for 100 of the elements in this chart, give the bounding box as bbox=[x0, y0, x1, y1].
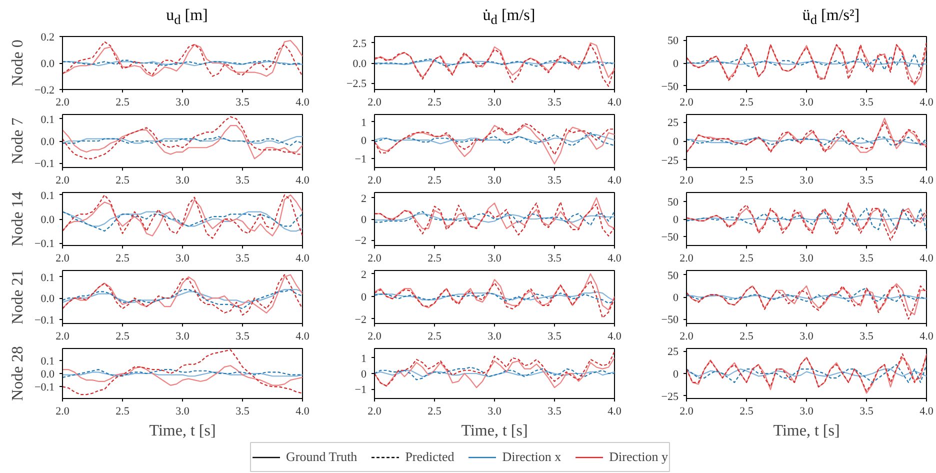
y-tick-label: −1 bbox=[354, 384, 367, 396]
x-tick-label: 3.5 bbox=[236, 406, 250, 418]
x-tick-label: 4.0 bbox=[920, 406, 934, 418]
x-tick-label: 3.0 bbox=[488, 174, 502, 186]
x-tick-label: 3.5 bbox=[860, 96, 874, 108]
x-tick-label: 4.0 bbox=[920, 330, 934, 342]
y-tick-label: 0 bbox=[673, 368, 679, 380]
x-tick-label: 2.0 bbox=[680, 406, 694, 418]
y-tick-label: 50 bbox=[668, 270, 679, 282]
x-tick-label: 3.5 bbox=[236, 174, 250, 186]
y-tick-label: 0 bbox=[361, 291, 367, 304]
legend-label: Direction y bbox=[609, 449, 668, 465]
x-tick-label: 2.5 bbox=[740, 330, 754, 342]
x-tick-label: 4.0 bbox=[920, 252, 934, 264]
x-tick-label: 3.0 bbox=[176, 96, 190, 108]
x-tick-label: 2.0 bbox=[368, 406, 382, 418]
x-tick-label: 3.0 bbox=[488, 252, 502, 264]
x-tick-label: 2.5 bbox=[740, 406, 754, 418]
x-tick-label: 2.0 bbox=[368, 174, 382, 186]
x-tick-label: 4.0 bbox=[608, 406, 622, 418]
x-tick-label: 3.0 bbox=[176, 406, 190, 418]
chart-title: u$_{d}$ [m] bbox=[165, 6, 209, 30]
y-tick-label: 0.0 bbox=[40, 214, 55, 226]
x-tick-label: 3.5 bbox=[860, 406, 874, 418]
x-tick-label: 4.0 bbox=[608, 252, 622, 264]
x-tick-label: 2.5 bbox=[428, 330, 442, 342]
x-tick-label: 3.0 bbox=[488, 330, 502, 342]
y-tick-label: 50 bbox=[668, 196, 679, 208]
x-tick-label: 3.0 bbox=[176, 174, 190, 186]
y-tick-label: −0.1 bbox=[34, 238, 55, 250]
x-axis-title: Time, t [s] bbox=[461, 422, 528, 440]
x-tick-label: 3.5 bbox=[860, 330, 874, 342]
x-tick-label: 3.5 bbox=[236, 252, 250, 264]
y-tick-label: 2 bbox=[361, 268, 366, 281]
y-axis-title: Node 7 bbox=[10, 118, 27, 164]
x-tick-label: 3.5 bbox=[860, 252, 874, 264]
x-tick-label: 2.0 bbox=[368, 252, 382, 264]
x-tick-label: 3.5 bbox=[236, 330, 250, 342]
y-tick-label: 0 bbox=[673, 214, 679, 226]
y-tick-label: 0.0 bbox=[40, 293, 55, 306]
y-tick-label: 0.1 bbox=[40, 190, 54, 202]
x-tick-label: 2.5 bbox=[116, 174, 130, 186]
y-tick-label: −0.1 bbox=[34, 158, 55, 170]
x-tick-label: 4.0 bbox=[296, 252, 310, 264]
y-axis-title: Node 14 bbox=[10, 192, 27, 246]
x-tick-label: 2.5 bbox=[428, 96, 442, 108]
x-tick-label: 2.0 bbox=[368, 330, 382, 342]
x-tick-label: 2.5 bbox=[740, 174, 754, 186]
x-tick-label: 3.0 bbox=[800, 406, 814, 418]
x-tick-label: 3.5 bbox=[548, 406, 562, 418]
x-tick-label: 3.0 bbox=[176, 252, 190, 264]
x-tick-label: 3.0 bbox=[488, 96, 502, 108]
x-tick-label: 3.5 bbox=[860, 174, 874, 186]
x-tick-label: 4.0 bbox=[608, 96, 622, 108]
x-tick-label: 2.5 bbox=[740, 96, 754, 108]
x-tick-label: 3.0 bbox=[800, 330, 814, 342]
y-tick-label: 25 bbox=[668, 117, 679, 130]
y-tick-label: −0.2 bbox=[34, 84, 55, 96]
x-axis-title: Time, t [s] bbox=[773, 422, 840, 440]
x-tick-label: 4.0 bbox=[296, 406, 310, 418]
y-tick-label: −2 bbox=[354, 314, 367, 326]
x-tick-label: 4.0 bbox=[296, 96, 310, 108]
x-tick-label: 3.5 bbox=[548, 330, 562, 342]
y-tick-label: 0 bbox=[673, 292, 679, 304]
x-tick-label: 4.0 bbox=[920, 96, 934, 108]
x-tick-label: 4.0 bbox=[296, 174, 310, 186]
x-tick-label: 2.0 bbox=[56, 252, 70, 264]
y-tick-label: 0.2 bbox=[40, 32, 54, 44]
y-tick-label: −50 bbox=[661, 80, 679, 93]
chart-title: ü$_{d}$ [m/s²] bbox=[801, 6, 861, 30]
x-tick-label: 2.5 bbox=[428, 406, 442, 418]
x-tick-label: 2.0 bbox=[56, 174, 70, 186]
legend-label: Predicted bbox=[405, 449, 454, 465]
x-tick-label: 3.5 bbox=[548, 252, 562, 264]
y-tick-label: −2 bbox=[354, 235, 367, 248]
y-tick-label: 0.0 bbox=[352, 58, 367, 70]
y-tick-label: −0.1 bbox=[34, 314, 55, 326]
x-tick-label: 2.5 bbox=[116, 406, 130, 418]
x-tick-label: 2.0 bbox=[368, 96, 382, 108]
x-tick-label: 2.0 bbox=[680, 330, 694, 342]
x-tick-label: 2.5 bbox=[740, 252, 754, 264]
x-tick-label: 4.0 bbox=[608, 330, 622, 342]
x-tick-label: 3.5 bbox=[548, 96, 562, 108]
x-tick-label: 4.0 bbox=[608, 174, 622, 186]
legend-label: Direction x bbox=[502, 449, 562, 465]
y-axis-title: Node 21 bbox=[10, 270, 27, 324]
x-tick-label: 2.0 bbox=[56, 330, 70, 342]
y-tick-label: 0 bbox=[673, 58, 679, 70]
x-tick-label: 2.0 bbox=[56, 96, 70, 108]
x-tick-label: 2.5 bbox=[428, 174, 442, 186]
x-tick-label: 3.0 bbox=[176, 330, 190, 342]
y-tick-label: −50 bbox=[661, 314, 679, 326]
y-tick-label: 0.0 bbox=[40, 58, 55, 70]
legend-label: Ground Truth bbox=[286, 449, 358, 465]
x-tick-label: 4.0 bbox=[920, 174, 934, 186]
y-tick-label: −25 bbox=[661, 390, 679, 403]
y-tick-label: 0.0 bbox=[40, 368, 55, 380]
x-tick-label: 2.0 bbox=[680, 252, 694, 264]
x-tick-label: 3.5 bbox=[548, 174, 562, 186]
x-tick-label: 3.0 bbox=[800, 96, 814, 108]
